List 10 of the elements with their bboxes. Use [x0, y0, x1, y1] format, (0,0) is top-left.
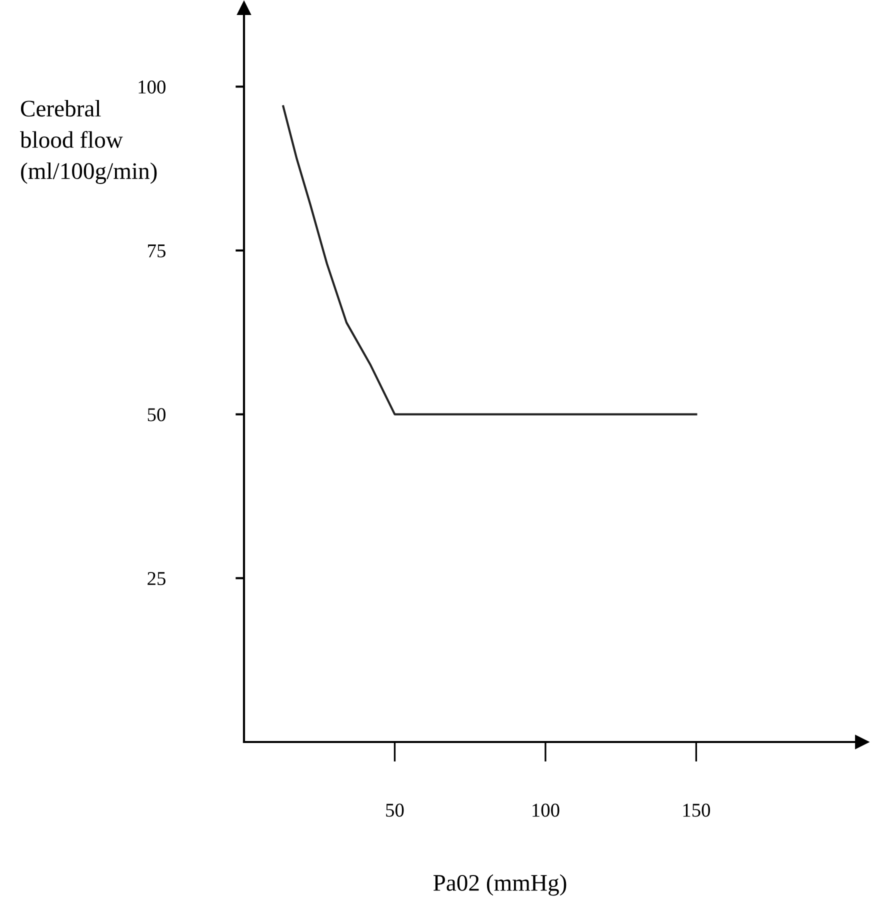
x-tick-label: 50 — [386, 804, 404, 817]
line-series — [282, 105, 698, 416]
y-tick-label: 25 — [148, 572, 166, 586]
y-axis-title: Cerebral blood flow (ml/100g/min) — [20, 100, 157, 184]
y-tick-label: 50 — [148, 408, 166, 422]
x-axis-title: Pa02 (mmHg) — [433, 874, 566, 896]
y-tick-label: 100 — [138, 80, 166, 94]
x-tick-label: 100 — [532, 804, 560, 817]
x-tick-label: 150 — [683, 804, 710, 817]
y-tick-label: 75 — [148, 244, 166, 258]
